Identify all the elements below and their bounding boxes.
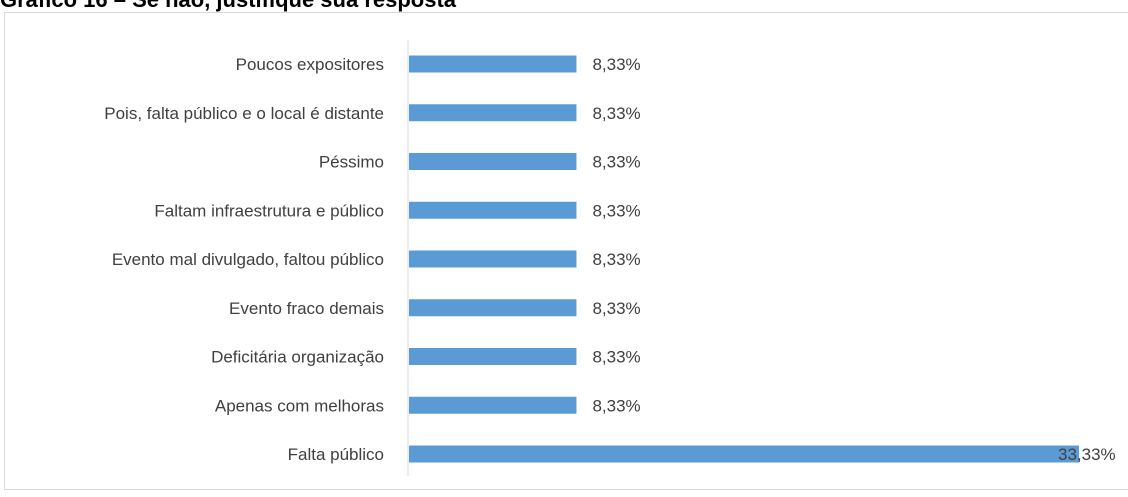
value-label-7: 8,33% <box>592 396 640 415</box>
category-label-6: Deficitária organização <box>211 348 384 367</box>
bars-layer <box>409 55 1079 463</box>
bar-8 <box>409 445 1079 463</box>
category-label-1: Pois, falta público e o local é distante <box>104 104 384 123</box>
value-label-6: 8,33% <box>592 348 640 367</box>
value-label-1: 8,33% <box>592 104 640 123</box>
bar-4 <box>409 250 577 268</box>
bar-1 <box>409 104 577 122</box>
bar-5 <box>409 299 577 317</box>
bar-0 <box>409 55 577 73</box>
category-labels-layer: Poucos expositores Pois, falta público e … <box>104 55 384 464</box>
value-label-0: 8,33% <box>592 55 640 74</box>
category-label-4: Evento mal divulgado, faltou público <box>112 250 384 269</box>
bar-2 <box>409 153 577 170</box>
chart-caption: Gráfico 16 – Se não, justifique sua resp… <box>0 0 456 13</box>
bar-6 <box>409 348 577 365</box>
bar-3 <box>409 201 577 219</box>
value-label-8: 33,33% <box>1058 445 1116 464</box>
value-label-3: 8,33% <box>592 201 640 220</box>
value-label-4: 8,33% <box>592 250 640 269</box>
category-label-8: Falta público <box>288 445 384 464</box>
value-label-2: 8,33% <box>592 153 640 172</box>
category-label-3: Faltam infraestrutura e público <box>154 201 384 220</box>
value-labels-layer: 8,33% 8,33% 8,33% 8,33% 8,33% 8,33% 8,33% 8,33%… <box>592 55 1115 464</box>
bar-7 <box>409 396 577 414</box>
value-label-5: 8,33% <box>592 299 640 318</box>
category-label-0: Poucos expositores <box>236 55 384 74</box>
category-label-5: Evento fraco demais <box>229 299 384 318</box>
category-label-2: Péssimo <box>319 153 384 172</box>
category-label-7: Apenas com melhoras <box>215 396 384 415</box>
